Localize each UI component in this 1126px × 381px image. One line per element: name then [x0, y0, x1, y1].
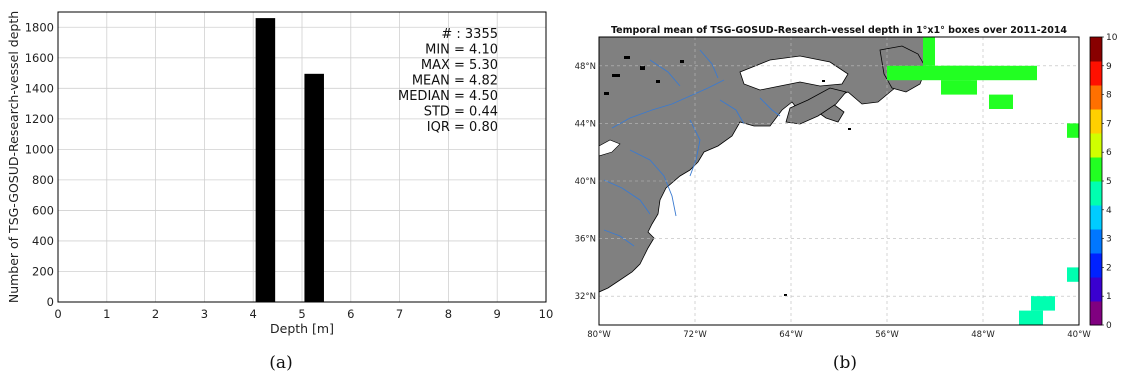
y-tick-label: 1400: [25, 81, 54, 95]
histogram-bar: [304, 73, 324, 302]
colorbar-tick-label: 3: [1106, 235, 1112, 245]
histogram-bar: [255, 18, 276, 303]
map-title: Temporal mean of TSG-GOSUD-Research-vess…: [611, 25, 1067, 36]
colorbar-segment: [1090, 205, 1102, 230]
land-nova-scotia: [785, 87, 847, 125]
x-tick-label: 5: [298, 307, 305, 321]
map-lon-ticks: 80°W 72°W 64°W 56°W 48°W 40°W: [587, 330, 1091, 340]
x-tick-label: 1: [103, 307, 110, 321]
map-cell: [1031, 296, 1055, 311]
colorbar-segment: [1090, 37, 1102, 62]
colorbar-tick-label: 6: [1106, 148, 1112, 158]
lon-tick-label: 56°W: [875, 330, 899, 340]
x-tick-label: 6: [347, 307, 354, 321]
x-tick-label: 8: [445, 307, 452, 321]
map-cell: [1067, 123, 1079, 138]
histogram-y-label: Number of TSG-GOSUD-Research-vessel dept…: [6, 11, 21, 303]
stats-line: MEDIAN = 4.50: [398, 89, 498, 104]
rivers: [603, 49, 781, 247]
colorbar-tick-label: 1: [1106, 292, 1112, 302]
colorbar-segment: [1090, 61, 1102, 86]
map-cell: [887, 65, 971, 81]
x-tick-label: 4: [250, 307, 257, 321]
histogram-frame: [57, 11, 547, 303]
map-cell: [923, 37, 935, 66]
stats-line: MAX = 5.30: [421, 58, 498, 73]
colorbar-segment: [1090, 253, 1102, 278]
panel-a-caption: (a): [269, 353, 292, 373]
stats-line: IQR = 0.80: [427, 120, 498, 135]
y-tick-label: 1800: [25, 20, 54, 34]
map-grid: [599, 37, 1079, 325]
colorbar-tick-label: 9: [1106, 62, 1112, 72]
histogram-x-label: Depth [m]: [270, 321, 334, 336]
colorbar-segment: [1090, 181, 1102, 206]
colorbar-segment: [1090, 157, 1102, 182]
colorbar-tick-label: 4: [1106, 206, 1112, 216]
gulf-st-lawrence: [739, 55, 849, 91]
colorbar-segment: [1090, 277, 1102, 302]
lon-tick-label: 48°W: [971, 330, 995, 340]
map-cells: [887, 37, 1079, 325]
x-tick-label: 0: [54, 307, 61, 321]
y-tick-label: 1200: [25, 112, 54, 126]
y-tick-label: 0: [47, 295, 54, 309]
stats-line: # : 3355: [441, 27, 498, 42]
lat-tick-label: 32°N: [575, 292, 596, 302]
colorbar-tick-label: 10: [1106, 33, 1118, 43]
y-tick-label: 1000: [25, 142, 54, 156]
map-lat-ticks: 32°N 36°N 40°N 44°N 48°N: [575, 62, 596, 302]
histogram-panel: 0 1 2 3 4 5 6 7 8 9 10 0 200 400 600 800 1000 1200 1400 16…: [6, 11, 553, 373]
lon-tick-label: 72°W: [683, 330, 707, 340]
y-tick-label: 1600: [25, 51, 54, 65]
x-tick-label: 10: [539, 307, 554, 321]
colorbar-segment: [1090, 301, 1102, 326]
colorbar-segment: [1090, 85, 1102, 110]
map-cell: [989, 94, 1013, 109]
colorbar-segment: [1090, 109, 1102, 134]
lon-tick-label: 64°W: [779, 330, 803, 340]
x-tick-label: 3: [201, 307, 208, 321]
map-cell: [1067, 267, 1079, 282]
map-frame: [598, 36, 1080, 326]
lat-tick-label: 40°N: [575, 177, 596, 187]
map-cell: [941, 80, 977, 95]
colorbar-tick-label: 0: [1106, 321, 1112, 331]
colorbar-ticks: 0 1 2 3 4 5 6 7 8 9 10: [1102, 33, 1118, 331]
y-tick-label: 800: [32, 173, 54, 187]
y-tick-label: 600: [32, 203, 54, 217]
histogram-y-ticks: 0 200 400 600 800 1000 1200 1400 1600 1800: [25, 20, 54, 309]
colorbar-tick-label: 7: [1106, 119, 1112, 129]
x-tick-label: 9: [494, 307, 501, 321]
x-tick-label: 2: [152, 307, 159, 321]
histogram-bars: [255, 18, 324, 303]
lat-tick-label: 44°N: [575, 119, 596, 129]
lat-tick-label: 36°N: [575, 235, 596, 245]
x-tick-label: 7: [396, 307, 403, 321]
land-north-america: [599, 37, 929, 293]
colorbar: [1089, 36, 1103, 326]
colorbar-tick-label: 8: [1106, 91, 1112, 101]
panel-b-caption: (b): [833, 353, 857, 373]
map-cell: [1019, 310, 1043, 325]
y-tick-label: 400: [32, 234, 54, 248]
lon-tick-label: 80°W: [587, 330, 611, 340]
lake-ontario: [599, 139, 621, 157]
lat-tick-label: 48°N: [575, 62, 596, 72]
colorbar-tick-label: 2: [1106, 263, 1112, 273]
y-tick-label: 200: [32, 264, 54, 278]
stats-line: STD = 0.44: [424, 105, 498, 120]
stats-line: MEAN = 4.82: [412, 74, 498, 89]
histogram-x-ticks: 0 1 2 3 4 5 6 7 8 9 10: [54, 307, 553, 321]
islands: [604, 56, 851, 296]
map-panel: Temporal mean of TSG-GOSUD-Research-vess…: [575, 25, 1118, 373]
stats-line: MIN = 4.10: [425, 43, 498, 58]
colorbar-segment: [1090, 133, 1102, 158]
colorbar-segment: [1090, 229, 1102, 254]
colorbar-tick-label: 5: [1106, 177, 1112, 187]
lon-tick-label: 40°W: [1067, 330, 1091, 340]
